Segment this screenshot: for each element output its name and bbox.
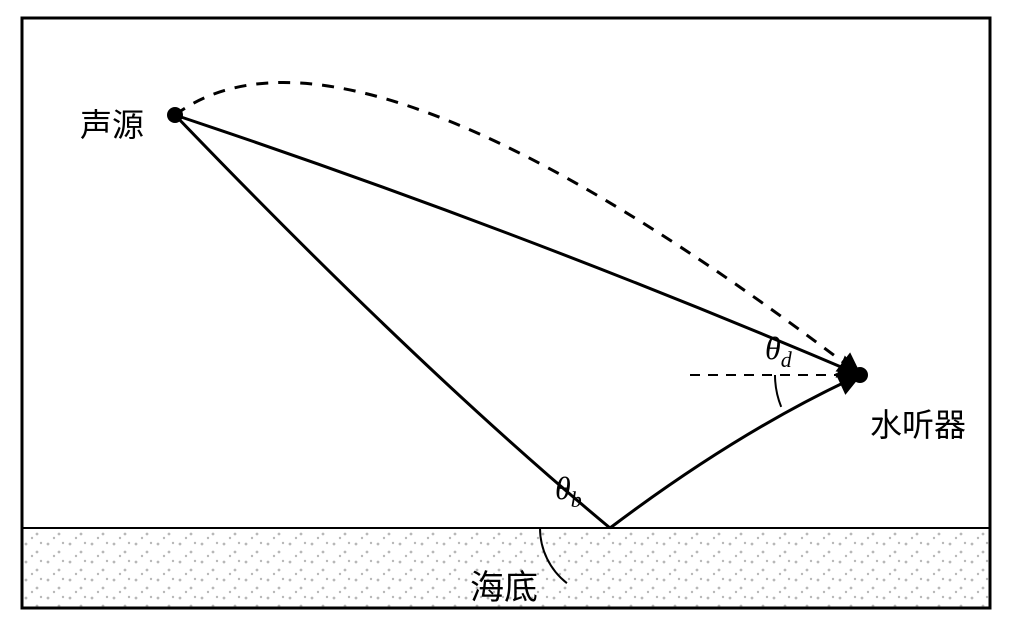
source-label: 声源	[80, 100, 144, 146]
seabed-label: 海底	[470, 560, 538, 609]
theta-d-arc	[775, 375, 781, 407]
theta-d-label: θd	[765, 330, 792, 367]
bottom-ray-up	[610, 375, 860, 528]
bottom-ray-down	[175, 115, 610, 528]
outer-frame	[22, 18, 990, 608]
receiver-label: 水听器	[870, 400, 966, 446]
theta-b-label: θb	[555, 470, 582, 507]
direct-ray	[175, 115, 860, 375]
source-point	[167, 107, 183, 123]
receiver-point	[852, 367, 868, 383]
